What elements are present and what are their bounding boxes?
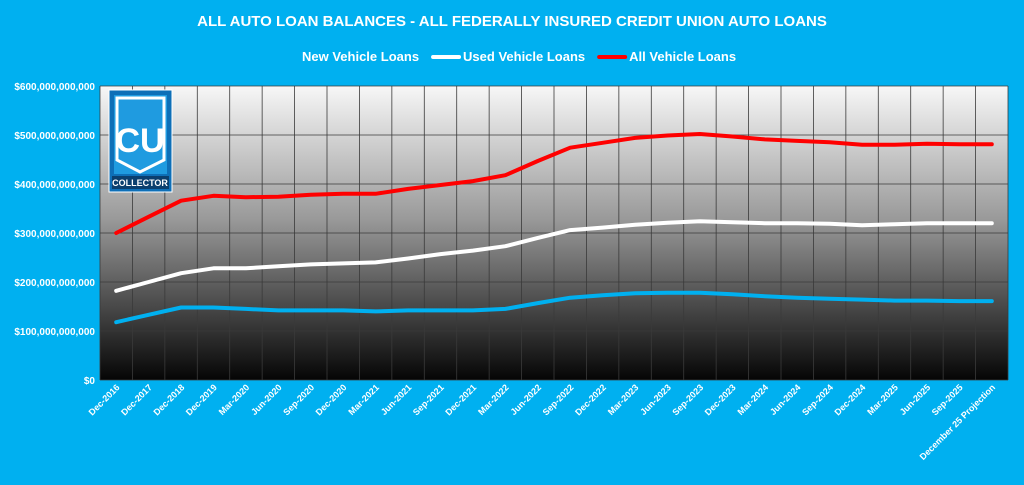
x-axis: Dec-2016Dec-2017Dec-2018Dec-2019Mar-2020…	[87, 382, 998, 462]
x-tick-label: Sep-2023	[670, 382, 705, 417]
y-tick-label: $200,000,000,000	[14, 278, 95, 289]
y-tick-label: $100,000,000,000	[14, 327, 95, 338]
logo-banner: COLLECTOR	[112, 178, 168, 188]
x-tick-label: Mar-2020	[217, 382, 252, 417]
x-tick-label: Sep-2024	[800, 382, 835, 417]
y-tick-label: $600,000,000,000	[14, 82, 95, 93]
cu-collector-logo: CU COLLECTOR	[108, 89, 173, 193]
x-tick-label: Mar-2022	[476, 382, 511, 417]
x-tick-label: Dec-2020	[314, 382, 349, 417]
x-tick-label: Jun-2022	[509, 382, 544, 417]
x-tick-label: Dec-2016	[87, 382, 122, 417]
x-tick-label: Dec-2018	[151, 382, 186, 417]
x-tick-label: Jun-2023	[638, 382, 673, 417]
x-tick-label: Dec-2023	[703, 382, 738, 417]
x-tick-label: Mar-2023	[606, 382, 641, 417]
legend-label-new-vehicle-loans: New Vehicle Loans	[302, 49, 419, 64]
logo-letters: CU	[115, 122, 164, 160]
gridlines	[99, 85, 1009, 381]
series-lines	[114, 132, 994, 325]
x-tick-label: Dec-2024	[832, 382, 867, 417]
x-tick-label: Sep-2020	[281, 382, 316, 417]
series-line-used-vehicle-loans	[114, 219, 994, 293]
legend-label-all-vehicle-loans: All Vehicle Loans	[629, 49, 736, 64]
x-tick-label: Mar-2024	[736, 382, 771, 417]
x-tick-label: Dec-2017	[119, 382, 154, 417]
x-tick-label: Mar-2025	[865, 382, 900, 417]
x-tick-label: Dec-2021	[443, 382, 478, 417]
x-tick-label: Jun-2025	[898, 382, 933, 417]
y-tick-label: $400,000,000,000	[14, 180, 95, 191]
x-tick-label: Dec-2019	[184, 382, 219, 417]
y-tick-label: $500,000,000,000	[14, 131, 95, 142]
y-axis: $600,000,000,000 $500,000,000,000 $400,000…	[14, 82, 95, 387]
x-tick-label: Jun-2021	[379, 382, 414, 417]
series-line-all-vehicle-loans	[114, 132, 994, 235]
x-tick-label: Jun-2024	[768, 382, 803, 417]
x-tick-label: Sep-2022	[541, 382, 576, 417]
series-line-new-vehicle-loans	[114, 290, 994, 325]
y-tick-label: $300,000,000,000	[14, 229, 95, 240]
legend-label-used-vehicle-loans: Used Vehicle Loans	[463, 49, 585, 64]
y-tick-label: $0	[84, 376, 96, 387]
legend: New Vehicle Loans Used Vehicle Loans All V…	[302, 49, 736, 64]
x-tick-label: Jun-2020	[249, 382, 284, 417]
chart-title: ALL AUTO LOAN BALANCES - ALL FEDERALLY I…	[197, 13, 827, 30]
x-tick-label: Mar-2021	[346, 382, 381, 417]
x-tick-label: Sep-2021	[411, 382, 446, 417]
x-tick-label: Dec-2022	[573, 382, 608, 417]
